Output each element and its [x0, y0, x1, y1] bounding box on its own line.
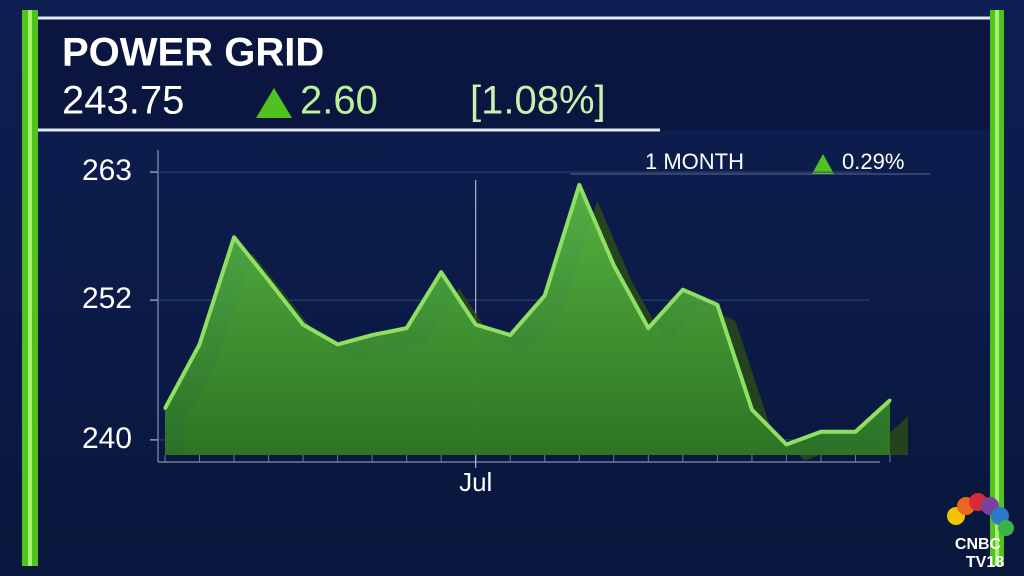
data-point [577, 183, 581, 187]
data-point [750, 408, 754, 412]
y-tick-label: 240 [82, 422, 132, 455]
logo: CNBC TV18 [947, 493, 1014, 571]
y-tick-label: 263 [82, 154, 132, 187]
data-point [888, 398, 892, 402]
price-change-percent: [1.08%] [470, 79, 606, 123]
data-point [853, 430, 857, 434]
up-arrow [256, 88, 292, 118]
left-bar-highlight [28, 10, 32, 566]
logo-text: CNBC [955, 536, 1002, 553]
data-point [336, 342, 340, 346]
data-point [405, 326, 409, 330]
data-point [370, 333, 374, 337]
period-label: 1 MONTH [645, 149, 744, 174]
logo-feather [998, 520, 1014, 536]
data-point [439, 270, 443, 274]
logo-subtext: TV18 [966, 554, 1004, 571]
period-up-arrow [812, 154, 834, 174]
data-point [474, 323, 478, 327]
y-tick-label: 252 [82, 282, 132, 315]
data-point [646, 326, 650, 330]
right-bar-highlight [995, 10, 999, 566]
data-point [232, 235, 236, 239]
period-change: 0.29% [842, 149, 904, 174]
data-point [819, 430, 823, 434]
data-point [681, 288, 685, 292]
data-point [508, 333, 512, 337]
data-point [715, 303, 719, 307]
stock-title: POWER GRID [62, 31, 324, 75]
area-fill [165, 184, 890, 456]
data-point [301, 323, 305, 327]
data-point [543, 294, 547, 298]
stock-price: 243.75 [62, 79, 184, 123]
price-change: 2.60 [300, 79, 378, 123]
x-tick-label: Jul [459, 467, 492, 497]
data-point [198, 342, 202, 346]
data-point [784, 443, 788, 447]
data-point [612, 263, 616, 267]
data-point [267, 278, 271, 282]
price-line [163, 182, 892, 447]
header-panel [38, 18, 990, 130]
data-point [163, 406, 167, 410]
